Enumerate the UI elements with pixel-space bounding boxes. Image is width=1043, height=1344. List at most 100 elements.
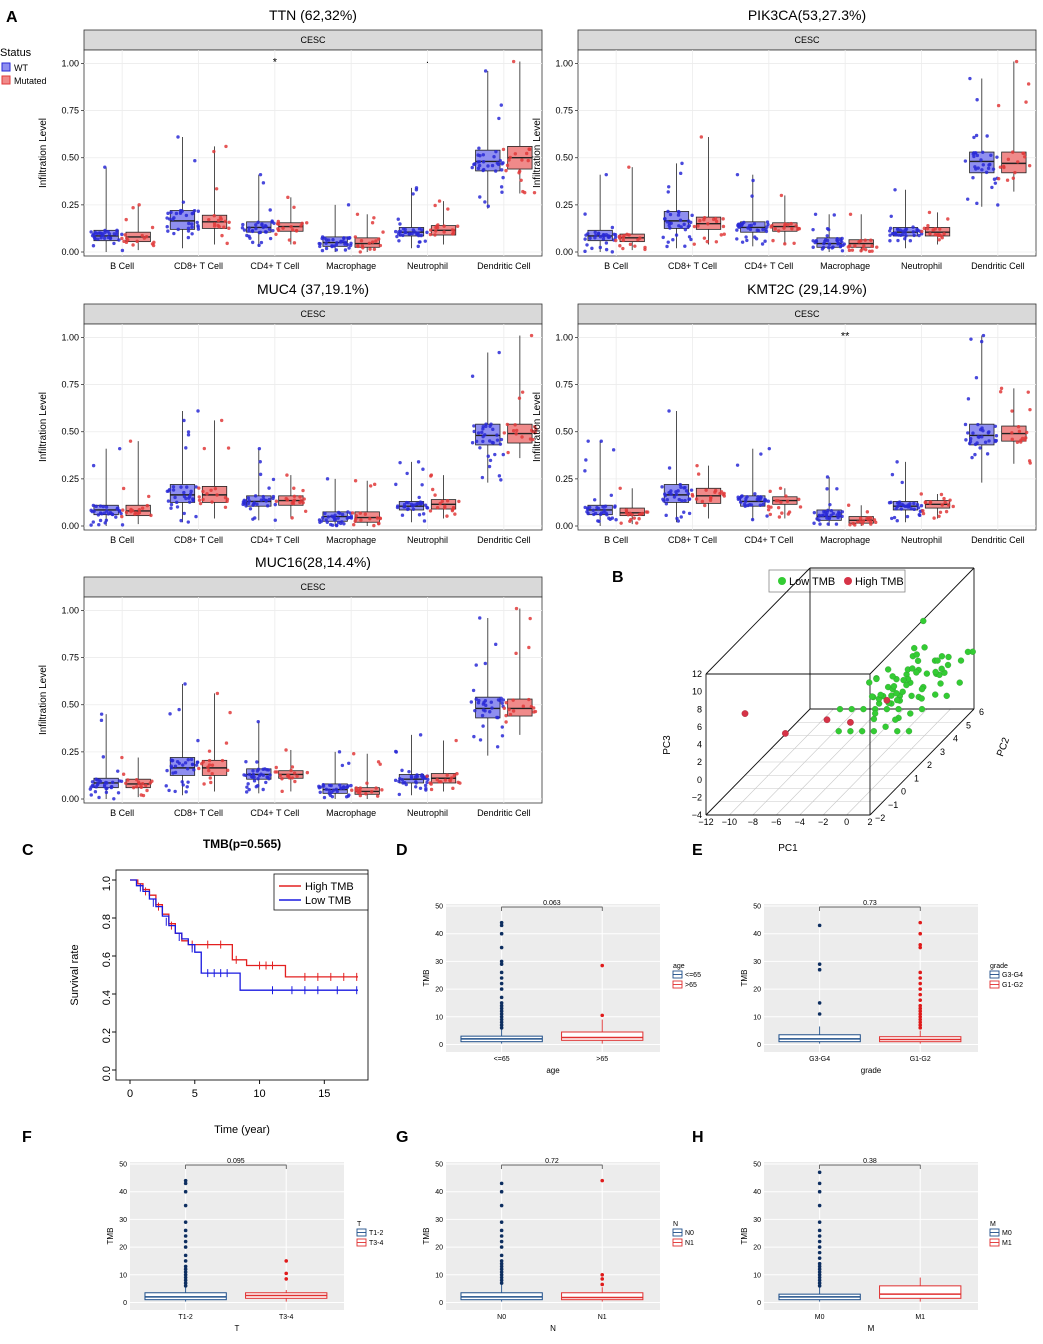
facet-strip-label: CESC (300, 309, 326, 319)
jitter-point-mutated (926, 224, 930, 228)
jitter-point-wt (660, 485, 664, 489)
jitter-point-wt (265, 775, 269, 779)
tmb-outlier (817, 1270, 822, 1274)
jitter-point-wt (888, 229, 892, 233)
chart-title-muc16-28-14-4: MUC16(28,14.4%) (255, 554, 371, 570)
jitter-point-mutated (445, 499, 450, 503)
jitter-point-wt (116, 791, 121, 795)
jitter-point-mutated (354, 786, 358, 790)
tmb-outlier (284, 1259, 289, 1263)
jitter-point-wt (470, 374, 475, 378)
tmb-y-axis-label: TMB (740, 1228, 749, 1245)
jitter-point-wt (255, 502, 259, 506)
tmb-tick-label-x-n1: N1 (598, 1314, 607, 1321)
jitter-point-mutated (938, 227, 942, 231)
jitter-point-wt (318, 520, 322, 524)
jitter-point-mutated (226, 446, 231, 450)
jitter-point-wt (762, 499, 767, 503)
jitter-point-wt (738, 495, 743, 500)
significance-mark: * (273, 56, 278, 68)
jitter-point-mutated (621, 246, 625, 251)
pca-point-low (964, 648, 972, 656)
jitter-point-wt (331, 237, 335, 242)
jitter-point-mutated (951, 504, 955, 509)
tmb-tick-label-x-g1-g2: G1-G2 (910, 1056, 931, 1063)
survival-tick-label-y: 0.2 (101, 1028, 113, 1043)
jitter-point-wt (104, 790, 109, 795)
jitter-point-mutated (197, 486, 201, 490)
jitter-point-mutated (210, 763, 215, 767)
jitter-point-wt (499, 103, 503, 107)
jitter-point-wt (892, 515, 897, 520)
jitter-point-wt (499, 185, 504, 189)
tmb-outlier (183, 1189, 188, 1194)
jitter-point-wt (984, 170, 989, 175)
jitter-point-mutated (948, 498, 952, 502)
tmb-outlier (284, 1271, 289, 1276)
jitter-point-wt (339, 240, 343, 244)
box-wt-dendritic-cell (475, 696, 501, 719)
jitter-point-mutated (201, 489, 205, 494)
jitter-point-wt (477, 163, 482, 168)
jitter-point-mutated (227, 220, 231, 224)
pca-tick-z: 6 (697, 722, 702, 732)
jitter-point-wt (987, 439, 991, 443)
pca-point-low (893, 696, 901, 704)
jitter-point-wt (405, 471, 409, 476)
tick-label-y-3: 0.75 (61, 653, 79, 663)
pca-tick-x: 2 (867, 817, 872, 827)
cube-edge (705, 567, 811, 675)
jitter-point-wt (743, 504, 747, 508)
jitter-point-mutated (525, 151, 529, 156)
jitter-point-wt (470, 165, 474, 170)
jitter-point-wt (971, 431, 975, 435)
jitter-point-wt (194, 514, 198, 519)
tmb-outlier (817, 923, 822, 928)
y-axis-label: Infiltration Level (38, 392, 49, 462)
jitter-point-wt (821, 513, 826, 517)
tmb-outlier (183, 1228, 188, 1233)
jitter-point-wt (686, 492, 690, 496)
jitter-point-wt (334, 248, 339, 252)
jitter-point-wt (419, 233, 423, 238)
jitter-point-wt (414, 785, 418, 789)
jitter-point-wt (115, 228, 119, 233)
jitter-point-wt (91, 784, 95, 788)
jitter-point-mutated (940, 503, 944, 507)
jitter-point-mutated (121, 486, 126, 491)
survival-tick-label-y: 0.6 (101, 952, 113, 967)
panel-letter-b: B (612, 569, 624, 586)
jitter-point-mutated (369, 790, 374, 794)
jitter-point-wt (825, 226, 830, 231)
jitter-point-wt (481, 160, 486, 164)
jitter-point-wt (501, 698, 506, 702)
tmb-box-n1 (561, 1292, 644, 1301)
jitter-point-wt (919, 504, 924, 508)
jitter-point-wt (994, 434, 999, 438)
jitter-point-mutated (299, 499, 304, 503)
jitter-point-wt (904, 234, 908, 238)
jitter-point-wt (317, 241, 321, 246)
jitter-point-wt (247, 787, 251, 792)
jitter-point-wt (345, 785, 350, 789)
jitter-point-wt (472, 734, 476, 739)
tmb-plot-area (130, 1162, 344, 1310)
jitter-point-wt (687, 235, 692, 239)
jitter-point-mutated (298, 495, 302, 499)
pca-tick-x: −2 (818, 817, 828, 827)
jitter-point-wt (94, 777, 98, 781)
jitter-point-mutated (853, 244, 857, 248)
jitter-point-wt (750, 517, 755, 522)
pca-tick-y: 0 (901, 787, 906, 797)
jitter-point-wt (257, 230, 262, 235)
jitter-point-mutated (869, 516, 873, 520)
tmb-outlier (183, 1245, 188, 1249)
jitter-point-wt (403, 230, 407, 235)
jitter-point-wt (677, 210, 681, 214)
jitter-point-wt (254, 226, 258, 231)
jitter-point-mutated (939, 492, 944, 497)
jitter-point-mutated (148, 781, 153, 785)
jitter-point-wt (105, 786, 109, 790)
tick-label-y-0: 0.00 (555, 247, 573, 257)
jitter-point-wt (343, 248, 348, 252)
